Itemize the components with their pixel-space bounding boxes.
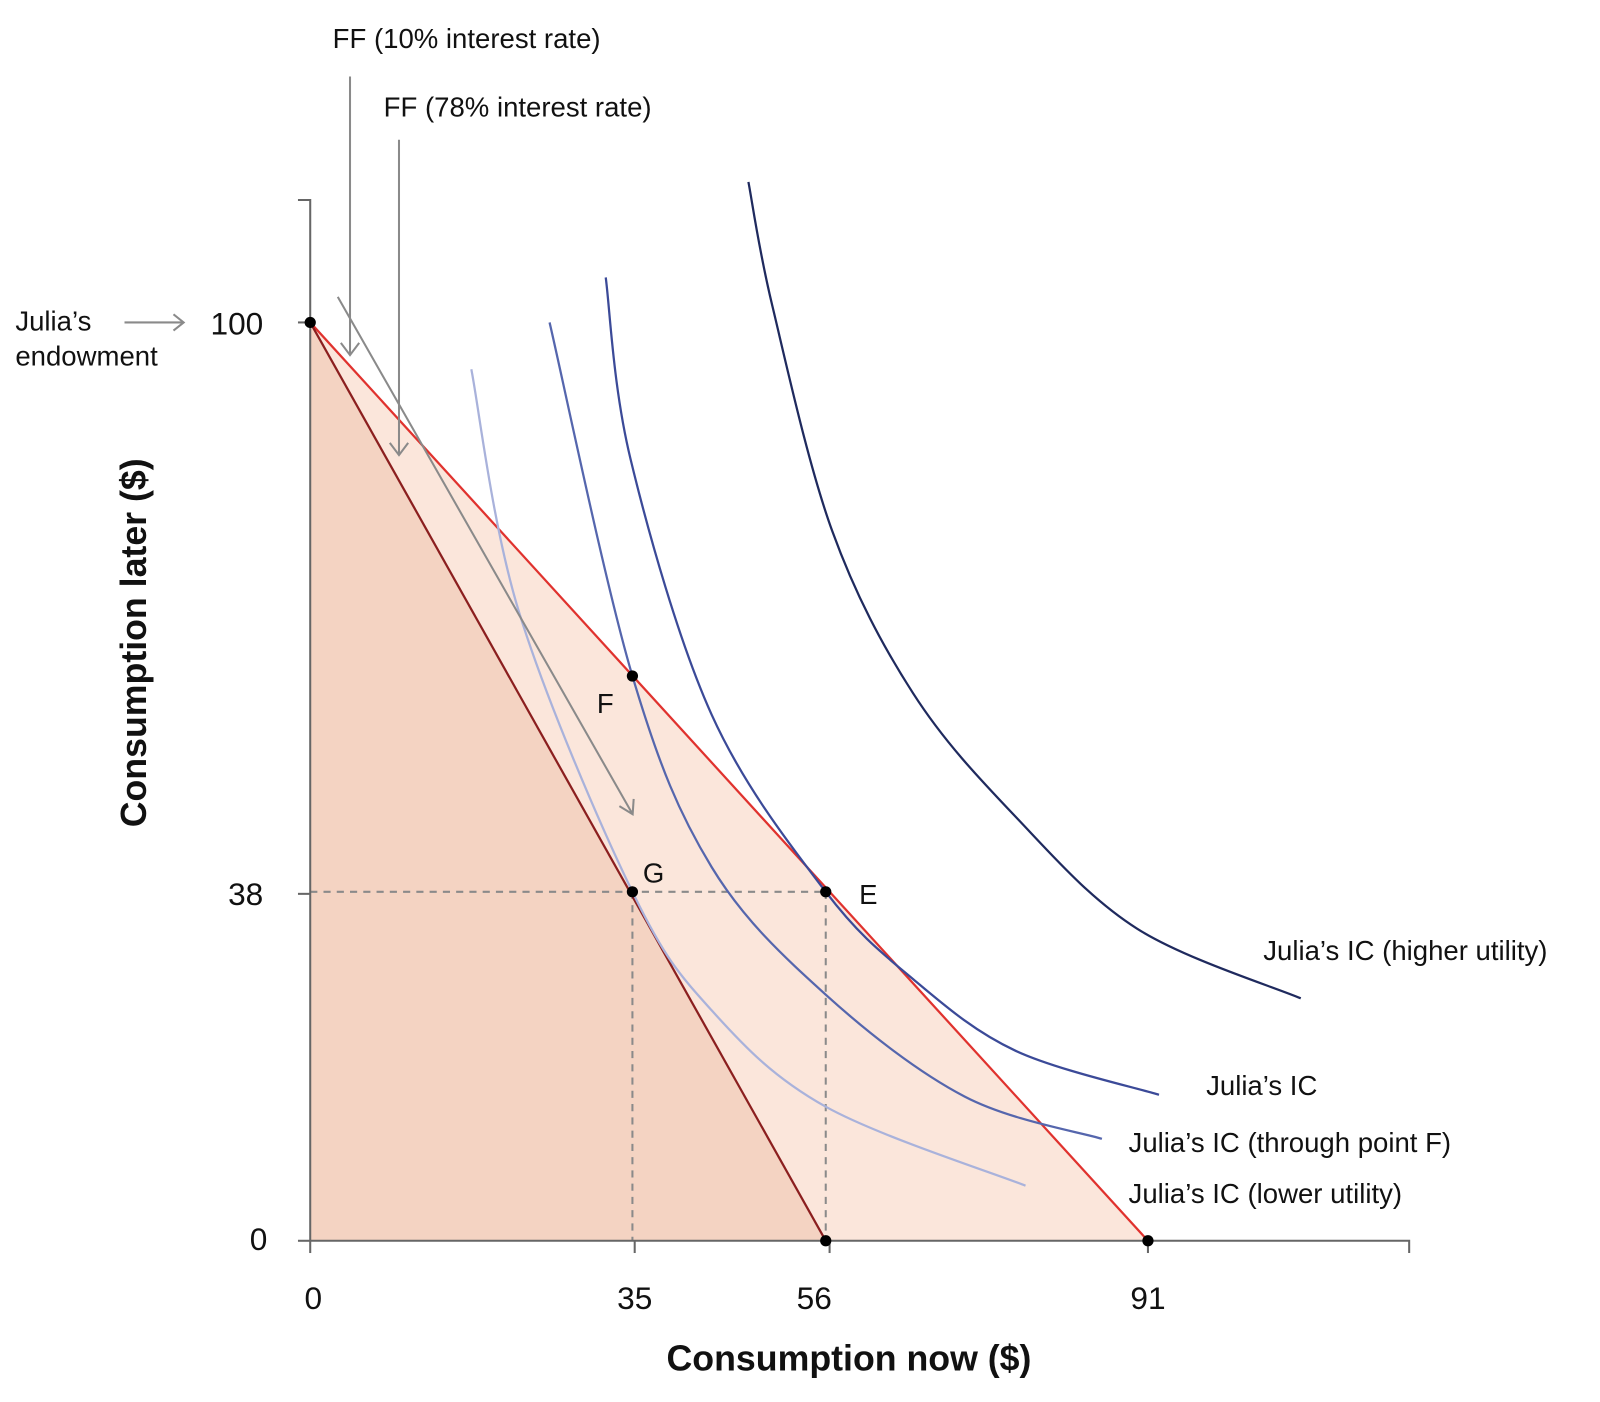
x-tick-label-35: 35: [617, 1280, 652, 1316]
frontier-lines: [309, 321, 1149, 1242]
arrows: [124, 76, 635, 817]
y-tick-label-38: 38: [228, 876, 263, 912]
endowment-label-line2: endowment: [15, 340, 158, 371]
x-axis: [310, 1239, 1411, 1254]
point-0: [304, 316, 316, 329]
point-G: [626, 886, 639, 898]
ff78-arrow: [388, 139, 409, 457]
x-tick-label-91: 91: [1130, 1280, 1165, 1316]
point-4: [820, 1235, 832, 1247]
endowment-label-line1: Julia’s: [15, 306, 91, 337]
endowment-arrow: [124, 313, 186, 332]
y-tick-label-0: 0: [250, 1221, 268, 1257]
indifference-curve-0: [747, 181, 1302, 1000]
point-label-f: F: [597, 688, 614, 719]
feasible-frontier-0: [309, 321, 1149, 1242]
indifference-curve-2: [548, 322, 1103, 1140]
x-axis-title: Consumption now ($): [667, 1338, 1032, 1378]
indifference-curve-1: [604, 277, 1160, 1096]
point-E: [820, 886, 832, 898]
guide-lines: [310, 890, 827, 1241]
ic-label-julia: Julia’s IC: [1206, 1070, 1317, 1101]
y-tick-label-100: 100: [211, 306, 264, 342]
indifference-curve-3: [470, 369, 1026, 1187]
points: [304, 316, 1154, 1247]
ff78-label: FF (78% interest rate): [384, 91, 652, 122]
point-label-e: E: [859, 879, 877, 910]
ic-label-through-f: Julia’s IC (through point F): [1129, 1127, 1452, 1158]
x-tick-label-0: 0: [304, 1280, 322, 1316]
feasible-frontier-1: [309, 321, 827, 1242]
point-label-g: G: [643, 858, 664, 889]
point-5: [1142, 1235, 1154, 1247]
y-axis-title: Consumption later ($): [114, 458, 154, 827]
ff10-arrow: [340, 76, 361, 357]
y-axis: [297, 198, 312, 1241]
x-tick-label-56: 56: [797, 1280, 832, 1316]
point-F: [626, 670, 639, 682]
rate-change-arrow: [336, 296, 635, 817]
indifference-curves: [470, 181, 1302, 1187]
ic-label-higher: Julia’s IC (higher utility): [1263, 935, 1547, 966]
ic-label-lower: Julia’s IC (lower utility): [1129, 1178, 1403, 1209]
ff10-label: FF (10% interest rate): [333, 23, 601, 54]
